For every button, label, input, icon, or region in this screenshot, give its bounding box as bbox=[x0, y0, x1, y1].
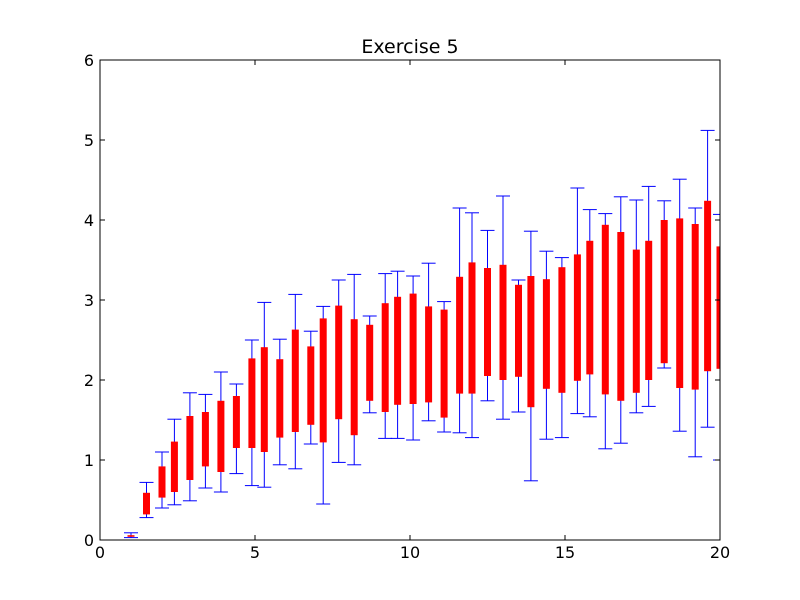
box-body bbox=[484, 268, 491, 376]
box-0 bbox=[124, 532, 138, 539]
box-34 bbox=[629, 199, 644, 414]
box-24 bbox=[480, 229, 495, 402]
box-body bbox=[558, 267, 566, 393]
y-tick-label: 5 bbox=[84, 131, 94, 150]
box-body bbox=[381, 303, 389, 412]
box-29 bbox=[554, 257, 569, 439]
box-36 bbox=[657, 200, 672, 369]
box-body bbox=[201, 412, 209, 467]
box-body bbox=[158, 466, 166, 498]
chart-title: Exercise 5 bbox=[361, 36, 458, 58]
y-tick-label: 6 bbox=[84, 51, 94, 70]
box-1 bbox=[139, 481, 154, 519]
y-tick-label: 4 bbox=[84, 211, 94, 230]
y-tick-label: 0 bbox=[84, 531, 94, 550]
box-body bbox=[704, 200, 712, 372]
box-body bbox=[366, 324, 374, 401]
x-tick-label: 10 bbox=[400, 543, 420, 562]
box-body bbox=[676, 218, 684, 388]
x-tick-label: 5 bbox=[250, 543, 260, 562]
box-body bbox=[232, 396, 240, 448]
box-body bbox=[440, 309, 448, 418]
box-9 bbox=[257, 301, 272, 488]
x-tick-label: 20 bbox=[710, 543, 730, 562]
box-body bbox=[170, 441, 178, 492]
box-17 bbox=[378, 273, 393, 439]
box-body bbox=[276, 359, 284, 438]
box-26 bbox=[511, 279, 526, 413]
box-body bbox=[660, 220, 668, 364]
box-2 bbox=[155, 451, 169, 509]
box-27 bbox=[523, 230, 538, 482]
y-tick-label: 2 bbox=[84, 371, 94, 390]
box-body bbox=[307, 346, 315, 425]
box-body bbox=[127, 535, 135, 537]
box-12 bbox=[303, 330, 318, 445]
box-body bbox=[260, 347, 268, 452]
box-body bbox=[515, 284, 522, 377]
box-11 bbox=[288, 293, 303, 470]
box-14 bbox=[331, 279, 346, 463]
box-body bbox=[527, 276, 535, 408]
box-38 bbox=[688, 207, 703, 458]
box-body bbox=[248, 358, 256, 448]
box-body bbox=[394, 296, 402, 405]
box-31 bbox=[582, 209, 597, 418]
box-3 bbox=[167, 418, 182, 506]
box-body bbox=[291, 329, 299, 432]
box-body bbox=[499, 264, 507, 380]
box-7 bbox=[229, 383, 244, 475]
box-body bbox=[586, 240, 594, 375]
x-axis: 0 5 10 15 20 bbox=[95, 60, 730, 562]
box-body bbox=[143, 492, 150, 515]
box-body bbox=[645, 240, 653, 380]
box-body bbox=[691, 224, 699, 390]
y-tick-label: 3 bbox=[84, 291, 94, 310]
box-8 bbox=[244, 339, 259, 487]
box-body bbox=[542, 279, 550, 389]
box-18 bbox=[390, 270, 405, 439]
x-tick-label: 0 bbox=[95, 543, 105, 562]
plot-frame bbox=[99, 59, 721, 541]
box-30 bbox=[570, 187, 585, 415]
box-body bbox=[350, 319, 358, 436]
y-tick-label: 1 bbox=[84, 451, 94, 470]
box-5 bbox=[198, 393, 213, 489]
box-25 bbox=[496, 195, 510, 420]
box-15 bbox=[347, 273, 362, 466]
box-21 bbox=[437, 301, 452, 433]
box-body bbox=[456, 276, 464, 394]
box-body bbox=[425, 306, 433, 403]
box-33 bbox=[613, 196, 628, 444]
box-body bbox=[716, 246, 720, 369]
box-marks bbox=[124, 129, 720, 539]
box-22 bbox=[452, 207, 467, 434]
box-39 bbox=[700, 129, 715, 428]
box-20 bbox=[421, 262, 436, 422]
box-10 bbox=[272, 338, 287, 466]
y-axis: 0 1 2 3 4 5 6 bbox=[84, 51, 720, 550]
box-37 bbox=[672, 178, 687, 432]
box-body bbox=[468, 262, 476, 394]
box-23 bbox=[465, 212, 479, 439]
box-16 bbox=[362, 315, 377, 414]
box-13 bbox=[316, 305, 331, 505]
box-28 bbox=[539, 250, 554, 440]
box-body bbox=[319, 318, 327, 443]
box-body bbox=[601, 224, 609, 395]
box-body bbox=[632, 249, 640, 393]
box-body bbox=[573, 254, 581, 381]
box-19 bbox=[406, 275, 421, 441]
box-6 bbox=[213, 371, 228, 493]
box-body bbox=[335, 305, 343, 420]
box-body bbox=[186, 416, 194, 480]
box-body bbox=[409, 293, 417, 404]
box-4 bbox=[182, 392, 197, 502]
box-body bbox=[217, 400, 225, 472]
box-32 bbox=[598, 213, 613, 450]
box-35 bbox=[641, 185, 656, 407]
box-body bbox=[617, 232, 625, 401]
x-tick-label: 15 bbox=[555, 543, 575, 562]
